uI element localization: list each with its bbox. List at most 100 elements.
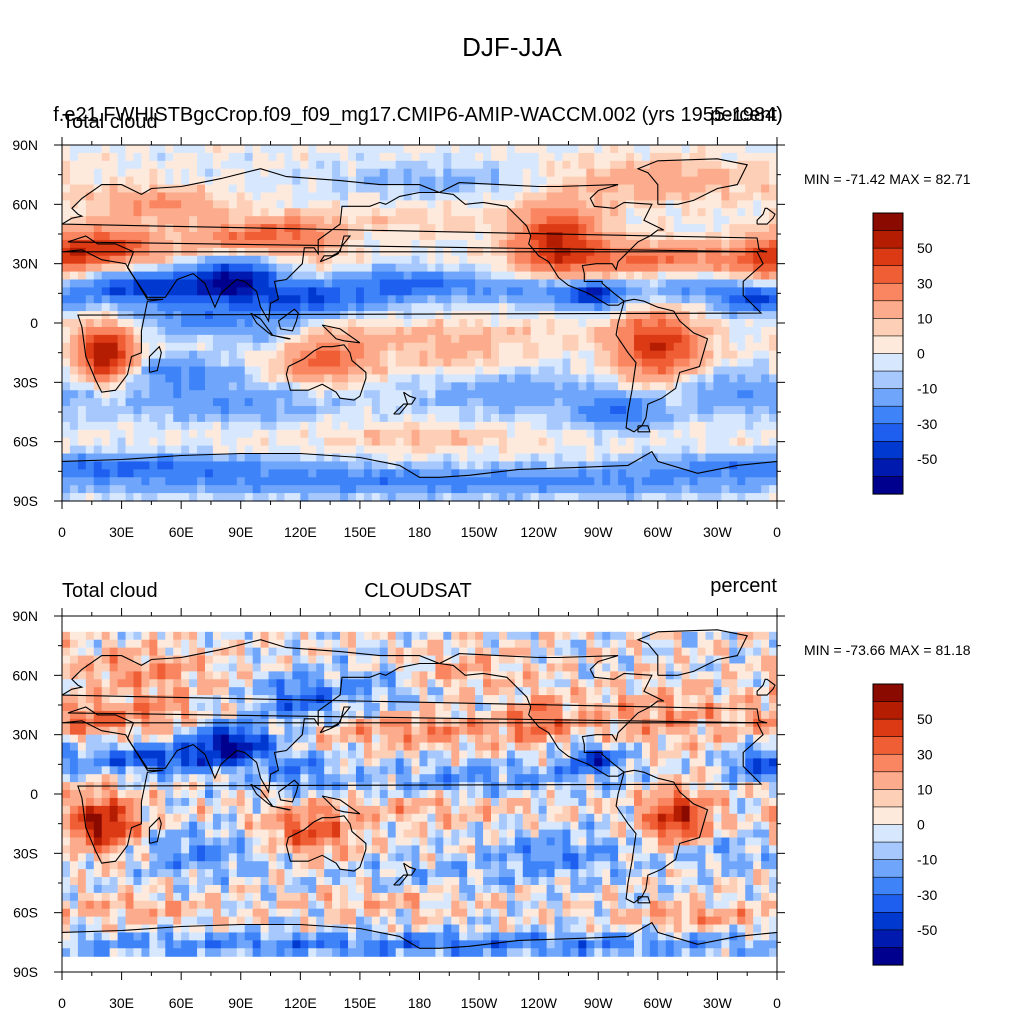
field-cell: [379, 200, 389, 209]
field-cell: [761, 390, 770, 399]
field-cell: [189, 398, 198, 407]
field-cell: [300, 145, 309, 154]
field-cell: [491, 485, 500, 494]
field-cell: [697, 453, 707, 463]
field-cell: [769, 247, 778, 257]
field-cell: [332, 655, 341, 665]
field-cell: [769, 390, 778, 399]
field-cell: [713, 687, 722, 696]
field-cell: [62, 334, 71, 344]
field-cell: [133, 429, 143, 439]
field-cell: [729, 687, 738, 696]
field-cell: [109, 168, 119, 178]
field-cell: [586, 326, 595, 336]
field-cell: [205, 493, 214, 502]
field-cell: [641, 374, 651, 383]
field-cell: [673, 477, 683, 486]
field-cell: [149, 160, 158, 170]
field-cell: [292, 255, 301, 265]
field-cell: [252, 453, 262, 463]
field-cell: [634, 287, 643, 296]
field-cell: [530, 216, 540, 225]
field-cell: [554, 437, 564, 447]
field-cell: [514, 224, 524, 233]
field-cell: [657, 390, 667, 399]
field-cell: [212, 469, 222, 478]
field-cell: [554, 413, 564, 423]
field-cell: [165, 208, 174, 217]
field-cell: [292, 216, 301, 225]
field-cell: [77, 184, 87, 194]
field-cell: [570, 366, 579, 376]
field-cell: [197, 152, 206, 162]
field-cell: [387, 695, 397, 704]
field-cell: [506, 437, 516, 447]
field-cell: [197, 160, 206, 170]
field-cell: [371, 319, 381, 328]
field-cell: [697, 485, 707, 494]
field-cell: [300, 413, 309, 423]
field-cell: [753, 453, 762, 463]
field-cell: [340, 168, 349, 178]
field-cell: [197, 192, 206, 201]
field-cell: [165, 639, 174, 649]
field-cell: [435, 326, 444, 336]
field-cell: [578, 232, 587, 241]
field-cell: [530, 406, 540, 415]
field-cell: [634, 461, 643, 470]
field-cell: [69, 176, 79, 186]
field-cell: [626, 334, 635, 344]
field-cell: [260, 326, 270, 336]
field-cell: [300, 639, 309, 649]
field-cell: [228, 687, 238, 696]
field-cell: [117, 350, 127, 360]
field-cell: [228, 208, 238, 217]
field-cell: [443, 366, 452, 376]
field-cell: [340, 477, 349, 486]
field-cell: [77, 224, 87, 233]
field-cell: [236, 350, 246, 360]
field-cell: [284, 263, 293, 273]
field-cell: [141, 366, 150, 376]
field-cell: [292, 271, 301, 281]
field-cell: [300, 287, 309, 296]
field-cell: [737, 469, 746, 478]
field-cell: [157, 176, 166, 186]
field-cell: [498, 255, 508, 265]
field-cell: [77, 655, 87, 665]
field-cell: [101, 469, 111, 478]
field-cell: [276, 350, 286, 360]
field-cell: [602, 145, 611, 154]
field-cell: [681, 295, 691, 304]
field-cell: [753, 232, 762, 241]
field-cell: [348, 398, 357, 407]
field-cell: [300, 160, 309, 170]
field-cell: [673, 445, 683, 455]
field-cell: [300, 303, 309, 312]
field-cell: [308, 160, 317, 170]
field-cell: [109, 200, 119, 209]
field-cell: [522, 200, 532, 209]
field-cell: [205, 631, 214, 641]
field-cell: [371, 271, 381, 281]
field-cell: [268, 655, 278, 665]
field-cell: [610, 311, 619, 320]
field-cell: [681, 406, 691, 415]
field-cell: [586, 421, 595, 431]
field-cell: [316, 695, 325, 704]
field-cell: [729, 160, 738, 170]
field-cell: [340, 152, 349, 162]
field-cell: [538, 326, 548, 336]
field-cell: [411, 145, 421, 154]
field-cell: [244, 374, 254, 383]
field-cell: [498, 639, 508, 649]
field-cell: [236, 461, 246, 470]
field-cell: [681, 437, 691, 447]
field-cell: [594, 334, 603, 344]
x-tick-label: 120W: [520, 524, 557, 540]
field-cell: [93, 366, 103, 376]
field-cell: [435, 295, 444, 304]
field-cell: [618, 192, 627, 201]
field-cell: [77, 358, 87, 368]
field-cell: [173, 406, 182, 415]
